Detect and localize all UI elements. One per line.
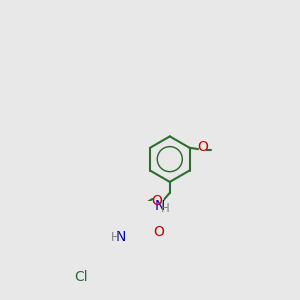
Text: H: H <box>160 202 169 215</box>
Text: H: H <box>111 231 120 244</box>
Text: N: N <box>116 230 127 244</box>
Text: O: O <box>152 194 162 208</box>
Text: N: N <box>155 199 165 213</box>
Text: O: O <box>154 225 164 239</box>
Text: O: O <box>197 140 208 154</box>
Text: Cl: Cl <box>74 270 88 284</box>
